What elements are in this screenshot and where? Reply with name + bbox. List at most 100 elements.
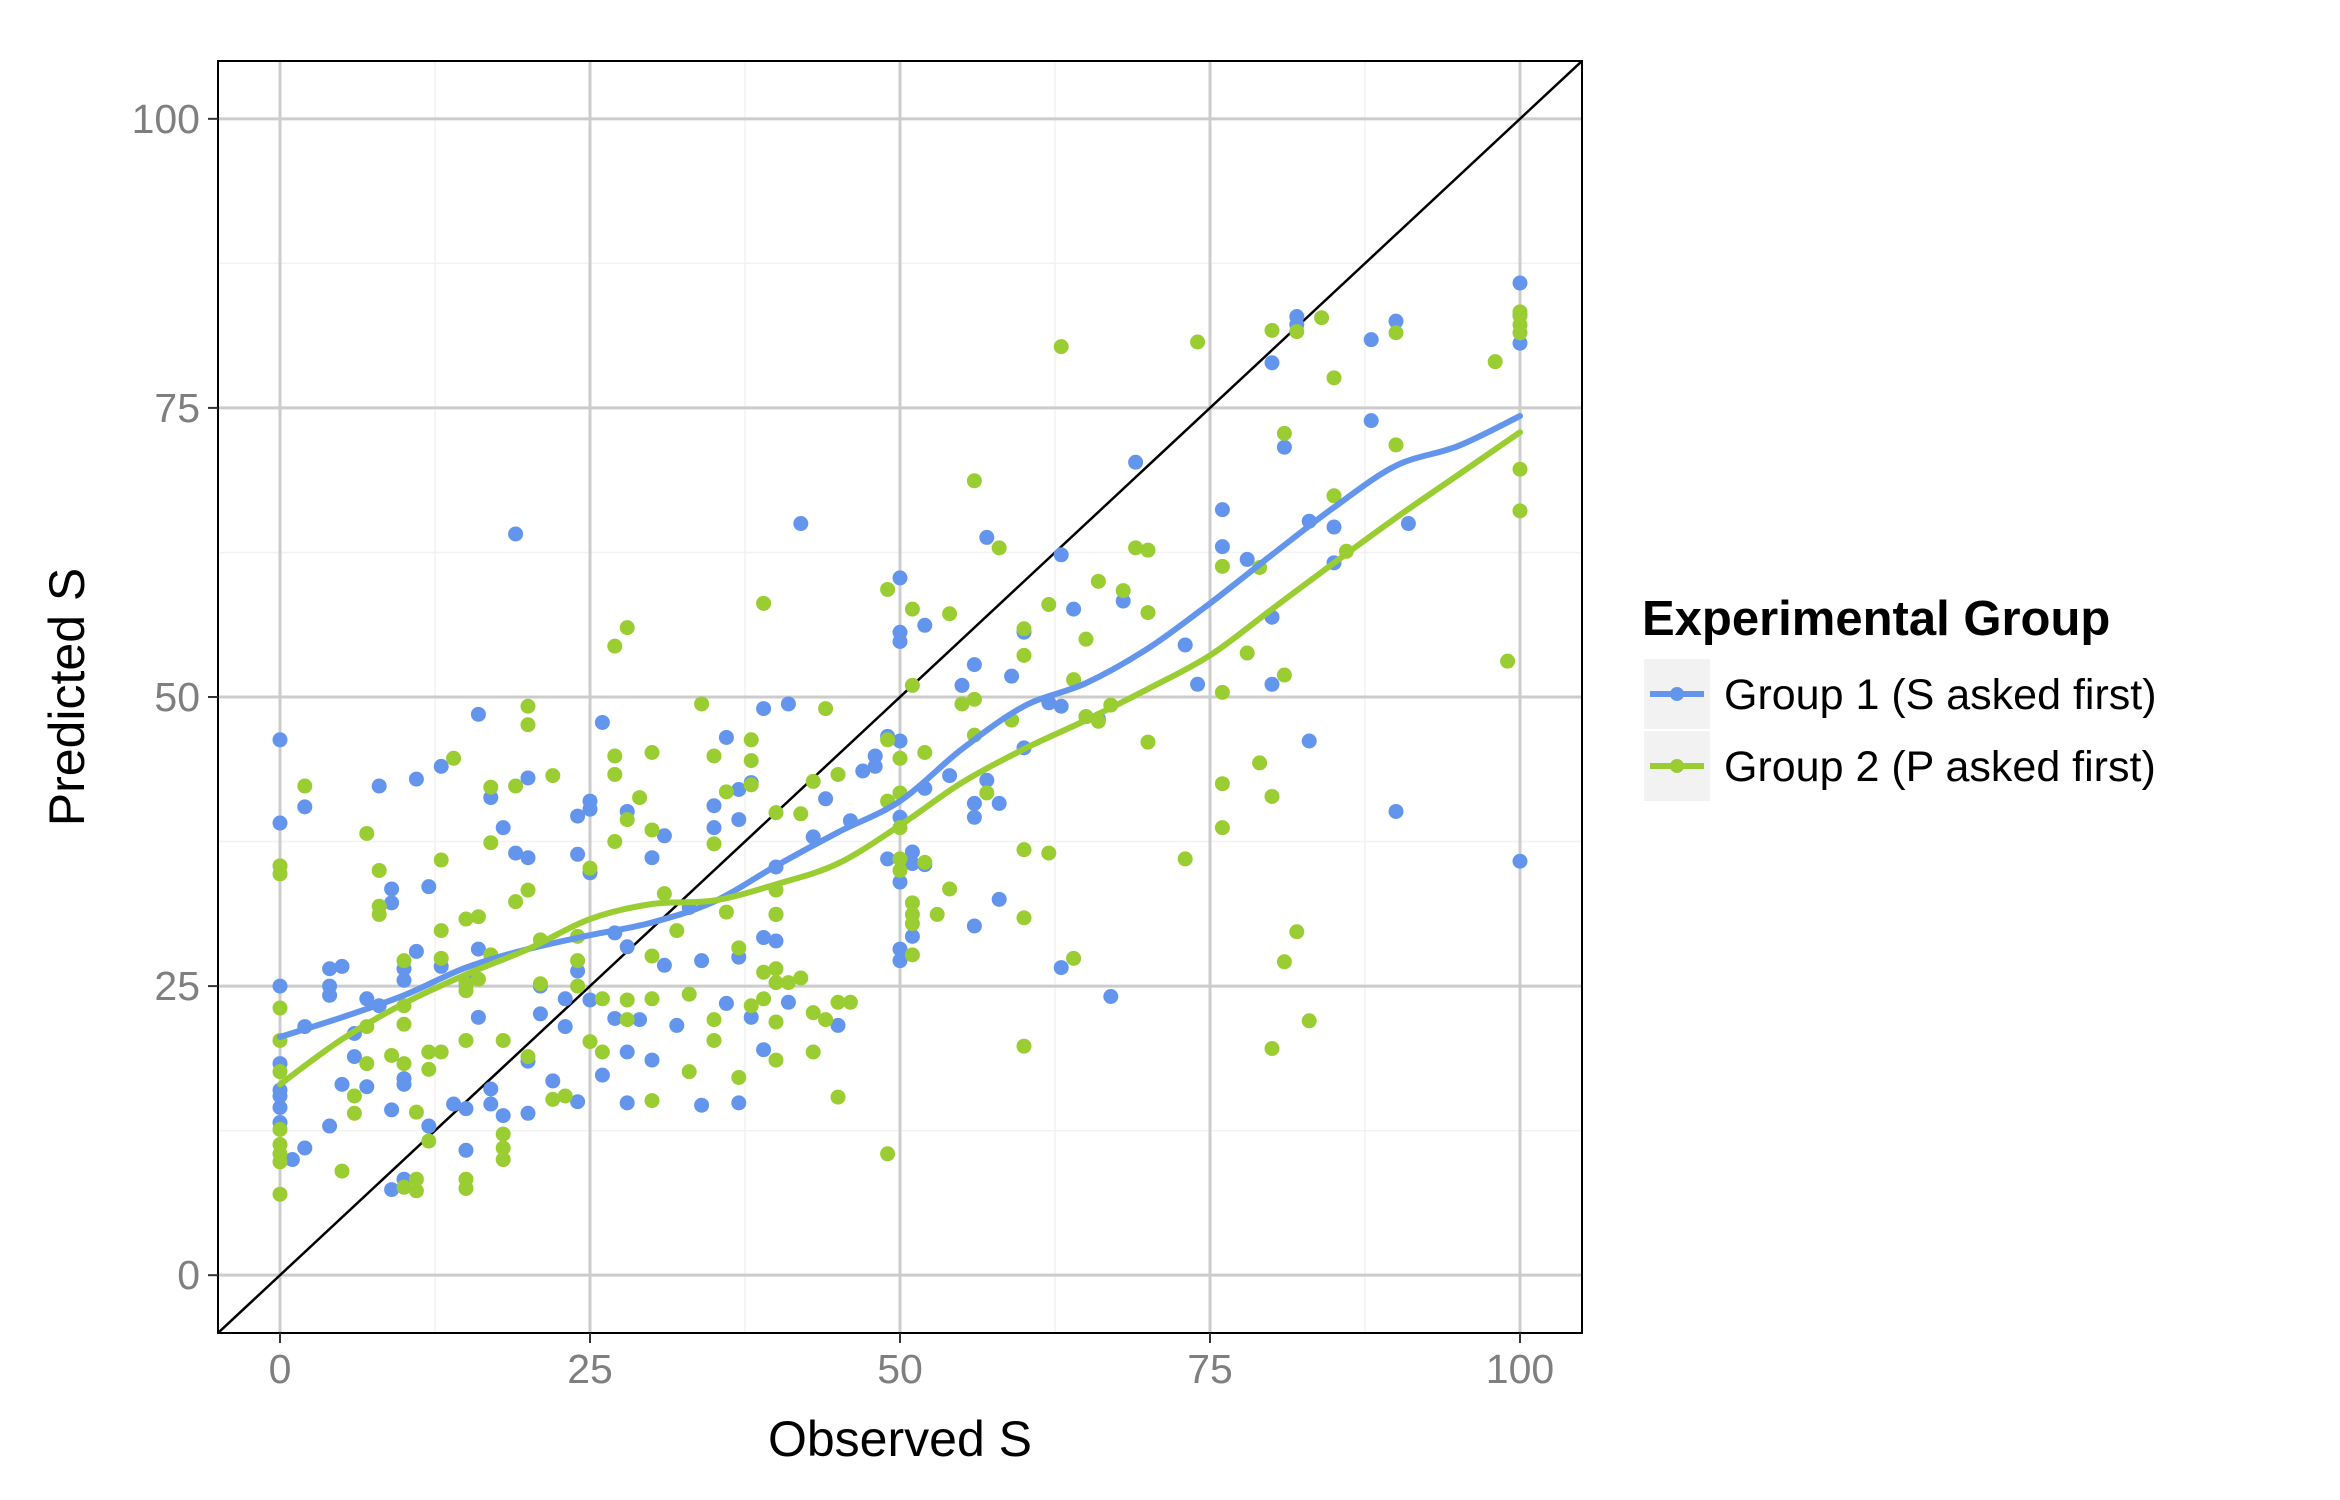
data-point-group-1	[272, 815, 288, 831]
data-point-group-2	[272, 1064, 288, 1080]
data-point-group-1	[780, 696, 796, 712]
data-point-group-2	[768, 961, 784, 977]
data-point-group-1	[508, 526, 524, 542]
data-point-group-2	[396, 953, 412, 969]
smooth-lines	[277, 413, 1523, 1088]
data-point-group-1	[619, 939, 635, 955]
data-point-group-2	[371, 906, 387, 922]
data-point-group-1	[1512, 853, 1528, 869]
data-point-group-2	[793, 970, 809, 986]
data-point-group-1	[1128, 454, 1144, 470]
data-point-group-2	[917, 854, 933, 870]
data-point-group-2	[830, 1089, 846, 1105]
data-point-group-2	[1487, 354, 1503, 370]
data-point-group-2	[842, 994, 858, 1010]
data-point-group-1	[322, 1118, 338, 1134]
data-point-group-2	[1066, 672, 1082, 688]
data-point-group-1	[892, 570, 908, 586]
data-point-group-1	[979, 772, 995, 788]
data-point-group-2	[1289, 924, 1305, 940]
data-point-group-2	[520, 717, 536, 733]
data-point-group-2	[421, 1061, 437, 1077]
x-tick-label: 25	[567, 1346, 613, 1392]
data-point-group-1	[359, 1079, 375, 1095]
data-point-group-1	[322, 987, 338, 1003]
x-tick-label: 75	[1187, 1346, 1233, 1392]
data-point-group-1	[991, 795, 1007, 811]
data-point-group-2	[408, 1183, 424, 1199]
data-point-group-2	[334, 1163, 350, 1179]
data-point-group-1	[768, 933, 784, 949]
y-tick-label: 25	[154, 963, 200, 1009]
data-point-group-2	[1016, 1038, 1032, 1054]
data-point-group-2	[433, 950, 449, 966]
data-point-group-1	[470, 1009, 486, 1025]
data-point-group-1	[1239, 551, 1255, 567]
data-point-group-1	[619, 1044, 635, 1060]
data-point-group-2	[1214, 776, 1230, 792]
data-point-group-1	[1388, 313, 1404, 329]
data-point-group-2	[1264, 322, 1280, 338]
x-tick-label: 100	[1486, 1346, 1554, 1392]
data-point-group-1	[632, 1012, 648, 1028]
data-point-group-2	[880, 1146, 896, 1162]
data-point-group-2	[458, 1032, 474, 1048]
legend-item-group-2: Group 2 (P asked first)	[1644, 731, 2156, 801]
data-point-group-2	[1239, 645, 1255, 661]
data-point-group-1	[570, 1094, 586, 1110]
data-point-group-2	[1276, 667, 1292, 683]
data-point-group-2	[272, 1186, 288, 1202]
data-point-group-2	[1264, 1041, 1280, 1057]
data-point-group-2	[966, 691, 982, 707]
data-point-group-1	[483, 790, 499, 806]
y-tick-label: 100	[132, 96, 200, 142]
data-point-group-1	[892, 733, 908, 749]
data-point-group-1	[644, 1052, 660, 1068]
data-point-group-1	[756, 930, 772, 946]
data-point-group-1	[966, 918, 982, 934]
data-point-group-1	[396, 972, 412, 988]
data-point-group-1	[1214, 539, 1230, 555]
data-point-group-1	[532, 1006, 548, 1022]
smooth-line-group-2	[277, 429, 1523, 1088]
data-point-group-1	[731, 812, 747, 828]
data-point-group-1	[520, 850, 536, 866]
data-point-group-2	[433, 1044, 449, 1060]
data-point-group-1	[867, 748, 883, 764]
data-point-group-2	[446, 750, 462, 766]
data-point-group-2	[681, 1064, 697, 1080]
data-point-group-2	[557, 1088, 573, 1104]
data-point-group-1	[756, 1042, 772, 1058]
data-point-group-1	[297, 799, 313, 815]
data-point-group-1	[793, 516, 809, 532]
data-point-group-2	[706, 836, 722, 852]
data-point-group-2	[743, 777, 759, 793]
data-point-group-1	[892, 874, 908, 890]
data-point-group-1	[284, 1152, 300, 1168]
data-point-group-2	[805, 1044, 821, 1060]
data-point-group-1	[1363, 413, 1379, 429]
data-point-group-1	[1264, 355, 1280, 371]
data-point-group-2	[966, 473, 982, 489]
data-point-group-1	[743, 1009, 759, 1025]
data-point-group-1	[904, 844, 920, 860]
data-point-group-1	[272, 1100, 288, 1116]
data-point-group-2	[904, 601, 920, 617]
data-point-group-2	[1276, 425, 1292, 441]
data-point-group-2	[508, 778, 524, 794]
data-point-group-2	[1066, 950, 1082, 966]
data-point-group-2	[830, 766, 846, 782]
data-point-group-1	[384, 1102, 400, 1118]
data-point-group-2	[607, 834, 623, 850]
data-point-group-2	[904, 677, 920, 693]
data-point-group-2	[1388, 437, 1404, 453]
data-point-group-1	[371, 778, 387, 794]
data-point-group-2	[1053, 339, 1069, 355]
data-point-group-1	[966, 809, 982, 825]
data-point-group-1	[570, 846, 586, 862]
data-point-group-2	[1214, 558, 1230, 574]
data-point-group-1	[1276, 439, 1292, 455]
data-point-group-2	[892, 750, 908, 766]
data-point-group-2	[1326, 370, 1342, 386]
